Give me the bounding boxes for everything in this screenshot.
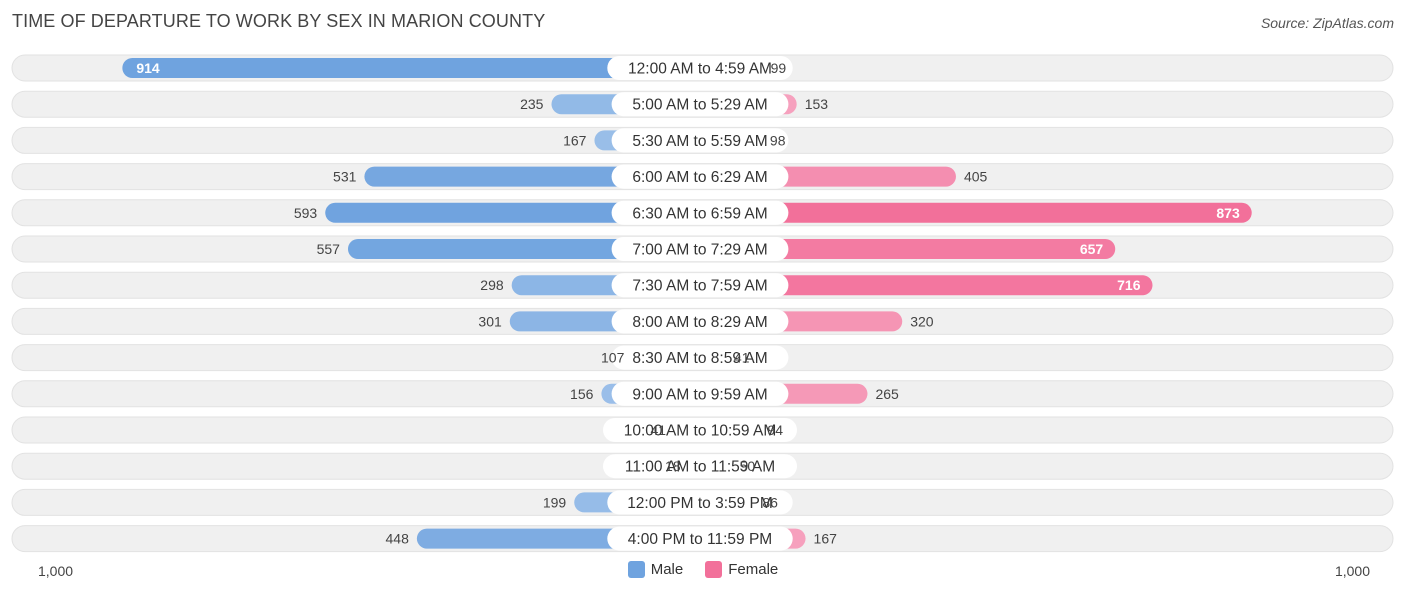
value-label-male: 593 bbox=[294, 205, 318, 221]
category-label: 7:00 AM to 7:29 AM bbox=[632, 242, 767, 259]
value-label-female: 41 bbox=[734, 350, 750, 366]
bar-female bbox=[690, 275, 1153, 296]
category-pill bbox=[607, 56, 793, 80]
category-pill bbox=[611, 237, 789, 261]
legend: Male Female bbox=[0, 561, 1406, 578]
value-label-male: 298 bbox=[480, 277, 504, 293]
legend-item-male[interactable]: Male bbox=[627, 561, 684, 578]
legend-swatch-male bbox=[627, 561, 645, 578]
chart-canvas: 12:00 AM to 4:59 AM 914 99 5:00 AM to 5:29 … bbox=[11, 54, 1394, 553]
category-pill bbox=[611, 128, 789, 153]
value-label-female: 320 bbox=[910, 313, 934, 329]
category-label: 5:30 AM to 5:59 AM bbox=[632, 133, 767, 150]
axis-right-label: 1,000 bbox=[1334, 563, 1370, 579]
value-label-male: 41 bbox=[651, 422, 667, 438]
category-label: 6:30 AM to 6:59 AM bbox=[632, 205, 767, 222]
value-label-male: 531 bbox=[333, 169, 357, 185]
category-label: 12:00 AM to 4:59 AM bbox=[628, 61, 772, 78]
category-pill bbox=[611, 92, 789, 117]
bar-female bbox=[690, 239, 1116, 259]
value-label-female: 657 bbox=[1080, 241, 1104, 257]
category-pill bbox=[607, 526, 793, 551]
category-pill bbox=[603, 454, 797, 479]
value-label-male: 235 bbox=[520, 96, 544, 112]
legend-swatch-female bbox=[705, 561, 723, 578]
value-label-male: 914 bbox=[136, 60, 160, 76]
category-label: 5:00 AM to 5:29 AM bbox=[632, 97, 767, 114]
chart-title: TIME OF DEPARTURE TO WORK BY SEX IN MARI… bbox=[12, 11, 546, 31]
axis-left-label: 1,000 bbox=[38, 563, 74, 579]
value-label-female: 153 bbox=[805, 96, 829, 112]
value-label-female: 265 bbox=[875, 386, 899, 402]
value-label-male: 301 bbox=[478, 313, 502, 329]
bar-female bbox=[690, 202, 1252, 223]
value-label-female: 86 bbox=[762, 494, 778, 510]
value-label-female: 716 bbox=[1117, 277, 1141, 293]
category-label: 11:00 AM to 11:59 AM bbox=[625, 459, 775, 476]
category-label: 10:00 AM to 10:59 AM bbox=[624, 423, 777, 440]
bar-male bbox=[122, 58, 711, 78]
value-label-male: 156 bbox=[570, 386, 594, 402]
legend-item-female[interactable]: Female bbox=[705, 561, 778, 578]
category-pill bbox=[611, 345, 789, 370]
category-pill bbox=[611, 273, 789, 298]
value-label-male: 199 bbox=[543, 494, 567, 510]
category-pill bbox=[611, 164, 789, 189]
category-label: 12:00 PM to 3:59 PM bbox=[627, 495, 773, 512]
category-label: 8:00 AM to 8:29 AM bbox=[632, 314, 767, 331]
legend-label-male: Male bbox=[650, 561, 684, 578]
value-label-male: 167 bbox=[563, 132, 587, 148]
category-pill bbox=[603, 418, 797, 442]
category-pill bbox=[611, 200, 789, 225]
source-credit: Source: ZipAtlas.com bbox=[1260, 15, 1394, 31]
category-label: 4:00 PM to 11:59 PM bbox=[628, 531, 772, 548]
value-label-female: 50 bbox=[740, 458, 756, 474]
value-label-female: 94 bbox=[767, 422, 783, 438]
value-label-female: 99 bbox=[771, 60, 787, 76]
value-label-female: 405 bbox=[964, 169, 988, 185]
value-label-female: 98 bbox=[770, 132, 786, 148]
category-label: 8:30 AM to 8:59 AM bbox=[632, 350, 767, 367]
category-pill bbox=[611, 309, 789, 334]
category-pill bbox=[611, 381, 789, 406]
value-label-male: 557 bbox=[317, 241, 341, 257]
value-label-male: 18 bbox=[665, 458, 681, 474]
category-label: 6:00 AM to 6:29 AM bbox=[632, 169, 767, 186]
value-label-male: 448 bbox=[386, 531, 410, 547]
value-label-female: 873 bbox=[1216, 205, 1240, 221]
value-label-female: 167 bbox=[814, 531, 838, 547]
legend-label-female: Female bbox=[728, 561, 779, 578]
category-label: 7:30 AM to 7:59 AM bbox=[632, 278, 767, 295]
category-label: 9:00 AM to 9:59 AM bbox=[632, 386, 767, 403]
value-label-male: 107 bbox=[601, 350, 625, 366]
category-pill bbox=[607, 490, 793, 515]
